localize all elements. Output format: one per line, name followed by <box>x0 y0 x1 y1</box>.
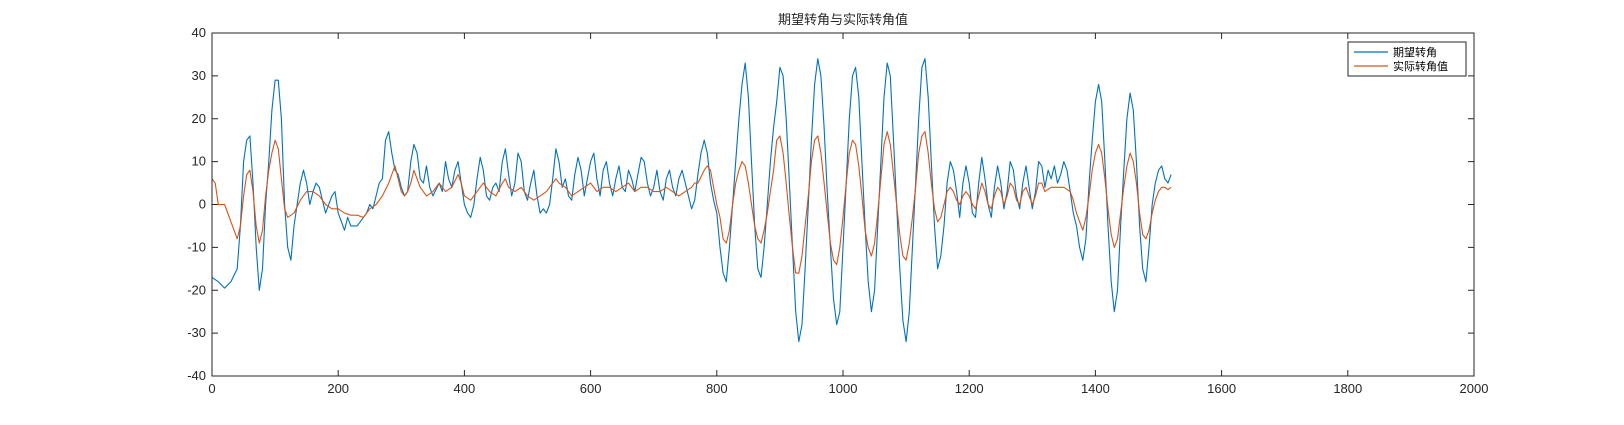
plot-area <box>212 33 1474 376</box>
x-tick-label: 1600 <box>1207 381 1236 396</box>
y-tick-label: -30 <box>187 325 206 340</box>
y-tick-label: 0 <box>199 197 206 212</box>
x-tick-label: 1000 <box>829 381 858 396</box>
x-tick-label: 400 <box>454 381 476 396</box>
x-tick-label: 600 <box>580 381 602 396</box>
x-axis: 0 200 400 600 800 1000 1200 1400 1600 1800 2000 <box>208 33 1488 396</box>
y-tick-label: 10 <box>192 154 206 169</box>
x-tick-label: 0 <box>208 381 215 396</box>
y-tick-label: 40 <box>192 25 206 40</box>
x-tick-label: 1400 <box>1081 381 1110 396</box>
legend-label: 期望转角 <box>1393 45 1437 59</box>
y-tick-label: 30 <box>192 68 206 83</box>
y-tick-label: -10 <box>187 239 206 254</box>
x-tick-label: 1200 <box>955 381 984 396</box>
legend-box <box>1347 41 1467 77</box>
y-axis: -40 -30 -20 -10 0 10 20 30 40 <box>187 25 1474 383</box>
y-tick-label: 20 <box>192 111 206 126</box>
x-tick-label: 1800 <box>1333 381 1362 396</box>
plot-frame <box>211 32 1475 377</box>
y-tick-label: -40 <box>187 368 206 383</box>
chart-title: 期望转角与实际转角值 <box>777 13 908 28</box>
x-tick-label: 2000 <box>1460 381 1489 396</box>
x-tick-label: 200 <box>327 381 349 396</box>
series-layer <box>211 58 1172 343</box>
x-tick-label: 800 <box>706 381 728 396</box>
y-tick-label: -20 <box>187 282 206 297</box>
series-line-1 <box>211 58 1172 343</box>
legend-label: 实际转角值 <box>1393 59 1448 73</box>
series-line-2 <box>211 131 1172 274</box>
